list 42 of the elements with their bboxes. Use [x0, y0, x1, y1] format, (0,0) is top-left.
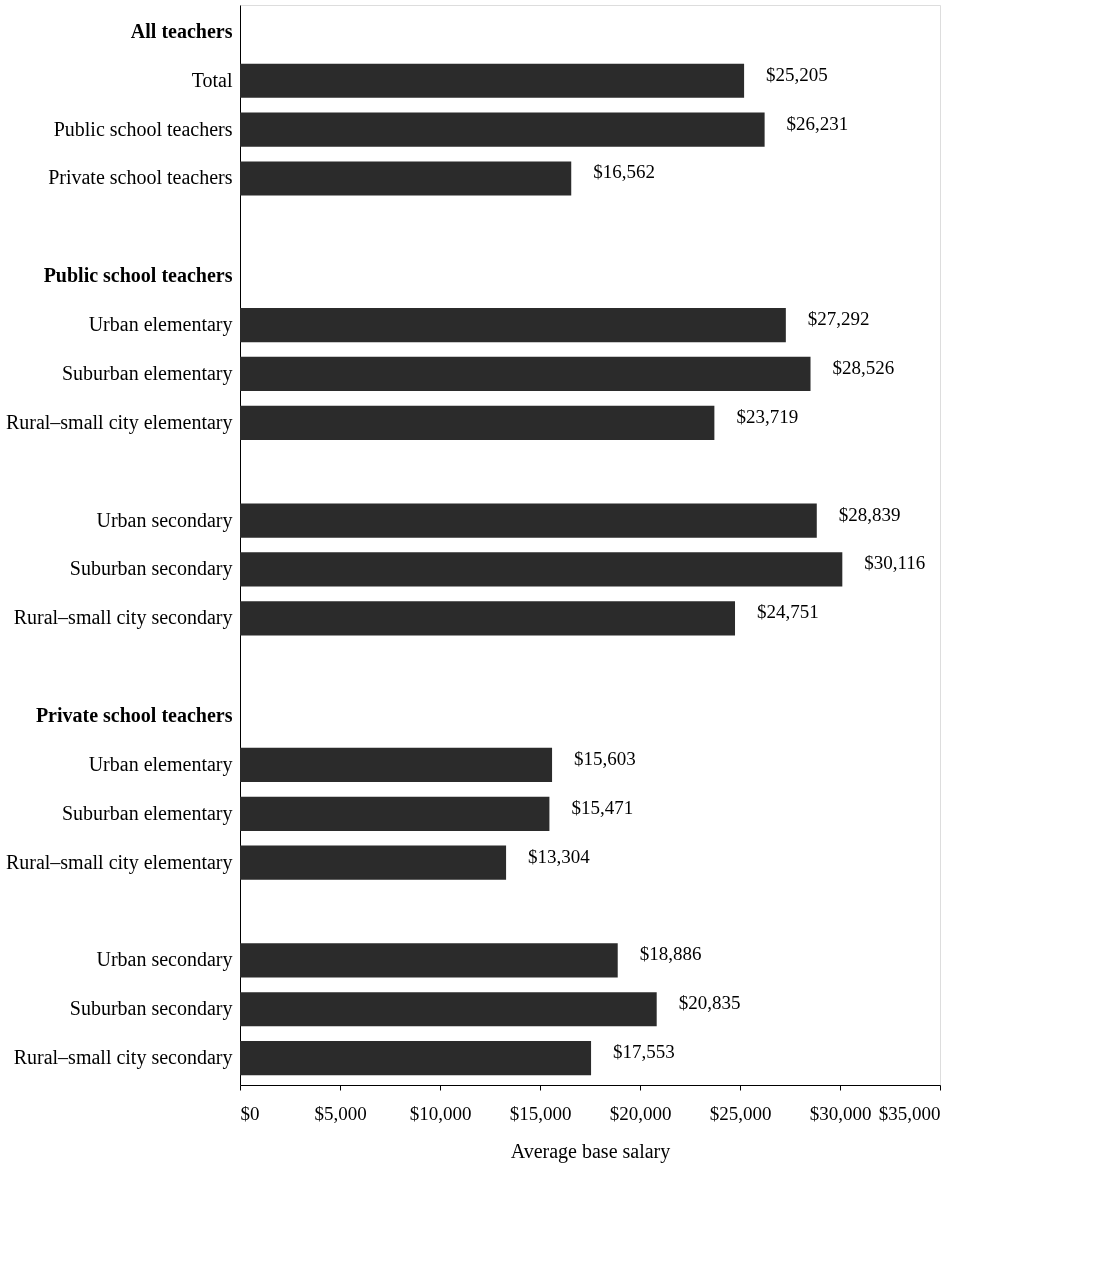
y-tick-label: Urban elementary — [88, 752, 233, 776]
data-label: $23,719 — [736, 405, 799, 427]
data-label: $20,835 — [678, 992, 741, 1014]
data-label: $15,603 — [574, 747, 636, 769]
x-tick-label: $15,000 — [509, 1102, 572, 1124]
y-tick-label: Rural–small city secondary — [13, 1046, 233, 1070]
y-tick-label: Rural–small city secondary — [13, 606, 233, 630]
data-label: $15,471 — [571, 796, 634, 818]
data-label: $28,526 — [832, 356, 895, 378]
data-label: $28,839 — [838, 503, 901, 525]
y-tick-label: All teachers — [130, 19, 233, 42]
y-tick-label: Rural–small city elementary — [5, 410, 233, 434]
data-label: $25,205 — [766, 63, 828, 85]
y-tick-label: Private school teachers — [48, 166, 233, 189]
y-tick-label: Urban elementary — [88, 313, 233, 337]
y-tick-label: Suburban elementary — [62, 801, 233, 825]
y-tick-label: Suburban secondary — [69, 997, 233, 1021]
data-label: $13,304 — [528, 845, 591, 867]
y-tick-label: Suburban elementary — [62, 361, 233, 385]
y-tick-label: Rural–small city elementary — [5, 850, 233, 874]
y-tick-label: Urban secondary — [96, 508, 233, 532]
data-label: $18,886 — [639, 943, 702, 965]
data-label: $27,292 — [807, 308, 870, 330]
x-tick-label: $5,000 — [314, 1102, 367, 1124]
data-label: $16,562 — [593, 161, 655, 183]
y-tick-label: Public school teachers — [43, 264, 233, 287]
x-tick-label: $10,000 — [409, 1102, 472, 1124]
y-tick-label: Public school teachers — [53, 117, 233, 140]
x-tick-label: $35,000 — [878, 1102, 941, 1124]
x-tick-label: $25,000 — [709, 1102, 772, 1124]
y-tick-label: Suburban secondary — [69, 557, 233, 581]
y-tick-label: Total — [191, 68, 233, 91]
x-tick-label: $0 — [240, 1102, 260, 1124]
x-tick-label: $30,000 — [809, 1102, 872, 1124]
data-label: $26,231 — [786, 112, 849, 134]
y-tick-label: Urban secondary — [96, 948, 233, 972]
data-label: $17,553 — [613, 1041, 675, 1063]
y-tick-label: Private school teachers — [35, 704, 233, 727]
data-label: $24,751 — [757, 601, 819, 623]
x-axis-title: Average base salary — [510, 1139, 671, 1163]
data-label: $30,116 — [864, 552, 926, 574]
x-tick-label: $20,000 — [609, 1102, 672, 1124]
